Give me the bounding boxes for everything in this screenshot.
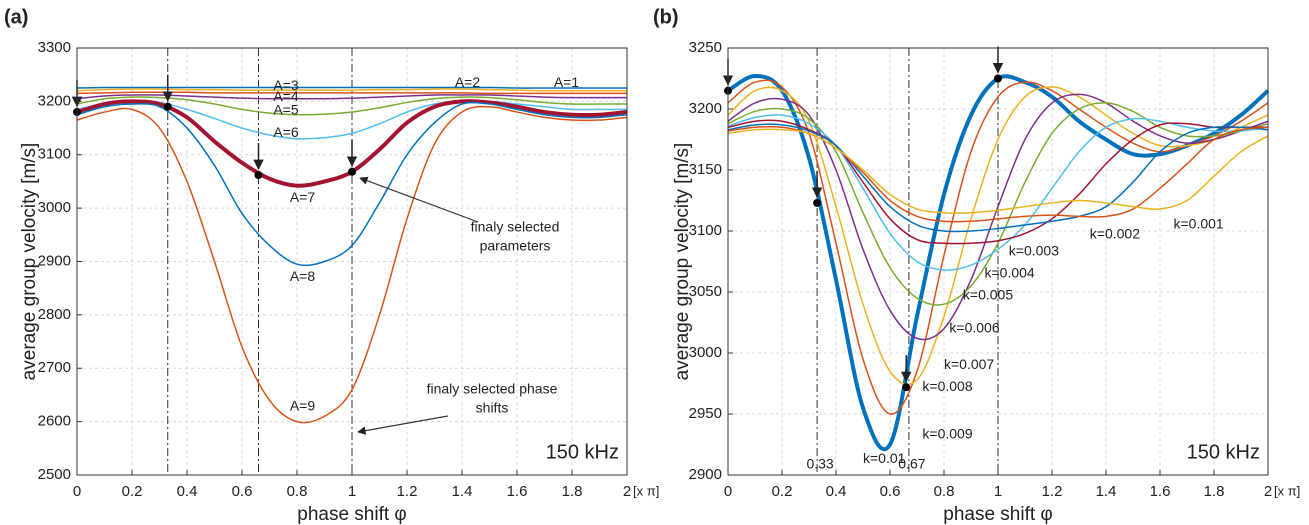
series-label: k=0.01 <box>863 450 906 466</box>
annotation-arrow <box>359 176 479 223</box>
y-axis-label: average group velocity [m/s] <box>672 143 693 381</box>
x-tick-label: 1.2 <box>1042 483 1063 500</box>
marker-point <box>813 198 822 207</box>
marker-point <box>348 167 356 176</box>
series-line <box>727 128 1269 214</box>
x-tick-label: 0.4 <box>177 483 198 500</box>
y-axis-label: average group velocity [m/s] <box>19 143 40 381</box>
y-tick-label: 2900 <box>689 466 722 483</box>
series-label: A=6 <box>273 124 299 140</box>
x-tick-label: 1.6 <box>1150 483 1171 500</box>
series-label: k=0.008 <box>922 378 972 394</box>
y-tick-label: 3000 <box>38 199 71 216</box>
x-axis-unit: [x π] <box>1274 483 1300 498</box>
series-line <box>727 79 1269 415</box>
series-label: A=7 <box>290 189 316 205</box>
x-tick-label: 2 <box>1264 483 1272 500</box>
x-tick-label: 1.8 <box>1204 483 1225 500</box>
x-tick-label: 1.4 <box>1096 483 1117 500</box>
y-tick-label: 3300 <box>38 39 71 56</box>
annotation-arrow <box>357 415 449 435</box>
y-tick-label: 3200 <box>689 100 722 117</box>
y-tick-label: 2600 <box>38 413 71 430</box>
y-tick-label: 3100 <box>689 222 722 239</box>
y-tick-label: 3150 <box>689 161 722 178</box>
series-label: A=4 <box>273 88 299 104</box>
y-tick-label: 3250 <box>689 39 722 56</box>
annotation: finaly selected phase <box>427 381 558 397</box>
series-line <box>727 114 1269 271</box>
reference-label: 0.67 <box>898 456 925 472</box>
marker-point <box>994 74 1002 83</box>
x-tick-label: 0.8 <box>934 483 955 500</box>
series-line <box>76 86 627 89</box>
y-tick-label: 2500 <box>38 466 71 483</box>
x-tick-label: 0 <box>73 483 81 500</box>
series-label: A=5 <box>273 102 299 118</box>
x-axis-label: phase shift φ <box>943 504 1053 525</box>
annotation: shifts <box>476 400 509 416</box>
x-tick-label: 0.6 <box>232 483 253 500</box>
series-label: k=0.006 <box>949 319 999 335</box>
series-line <box>76 105 628 424</box>
plot-frame <box>76 47 628 476</box>
x-tick-label: 1.2 <box>397 483 418 500</box>
series-line <box>727 123 1269 233</box>
x-tick-label: 1.6 <box>507 483 528 500</box>
x-tick-label: 0.4 <box>826 483 847 500</box>
series-label: A=2 <box>455 74 481 90</box>
y-tick-label: 3100 <box>38 146 71 163</box>
series-line <box>727 102 1269 306</box>
x-tick-label: 1.4 <box>452 483 473 500</box>
panel-label: (a) <box>4 6 28 28</box>
x-tick-label: 0.8 <box>287 483 308 500</box>
x-tick-label: 1 <box>348 483 356 500</box>
series-label: A=3 <box>273 77 299 93</box>
series-label: A=1 <box>554 74 580 90</box>
annotation: parameters <box>480 238 551 254</box>
reference-label: 0.33 <box>806 456 833 472</box>
x-tick-label: 1.8 <box>562 483 583 500</box>
x-tick-label: 0.2 <box>122 483 143 500</box>
x-tick-label: 0.6 <box>880 483 901 500</box>
series-label: A=9 <box>290 397 316 413</box>
y-tick-label: 2800 <box>38 306 71 323</box>
x-axis-label: phase shift φ <box>297 504 407 525</box>
y-tick-label: 3200 <box>38 92 71 109</box>
marker-point <box>902 383 911 392</box>
series-label: k=0.003 <box>1009 242 1059 258</box>
x-tick-label: 2 <box>623 483 631 500</box>
series-label: k=0.001 <box>1174 216 1224 232</box>
series-label: k=0.009 <box>922 425 972 441</box>
y-tick-label: 3000 <box>689 344 722 361</box>
series-label: A=8 <box>290 268 316 284</box>
y-tick-label: 3050 <box>689 283 722 300</box>
series-label: k=0.005 <box>963 286 1013 302</box>
x-axis-unit: [x π] <box>633 483 659 498</box>
series-line <box>727 86 1269 386</box>
y-tick-label: 2700 <box>38 359 71 376</box>
frequency-label: 150 kHz <box>546 441 619 463</box>
y-tick-label: 2900 <box>38 252 71 269</box>
x-tick-label: 0 <box>724 483 732 500</box>
marker-point <box>254 171 263 180</box>
panel: 0 0.2 0.4 0.6 0.8 1 1.2 1.4 1.6 1.8 2 2900 2950 3000 3… <box>653 6 1300 525</box>
series-line <box>76 101 628 267</box>
plot-frame <box>727 47 1269 476</box>
frequency-label: 150 kHz <box>1187 441 1260 463</box>
panel-label: (b) <box>653 6 679 28</box>
series-label: k=0.007 <box>944 356 994 372</box>
annotation: finaly selected <box>471 219 560 235</box>
x-tick-label: 0.2 <box>772 483 793 500</box>
panel: 0 0.2 0.4 0.6 0.8 1 1.2 1.4 1.6 1.8 2 2500 2600 2700 2… <box>4 6 659 525</box>
marker-point <box>163 102 172 111</box>
series-label: k=0.002 <box>1090 225 1140 241</box>
x-tick-label: 1 <box>994 483 1002 500</box>
series-label: k=0.004 <box>985 264 1035 280</box>
y-tick-label: 2950 <box>689 405 722 422</box>
series-line <box>727 119 1268 245</box>
